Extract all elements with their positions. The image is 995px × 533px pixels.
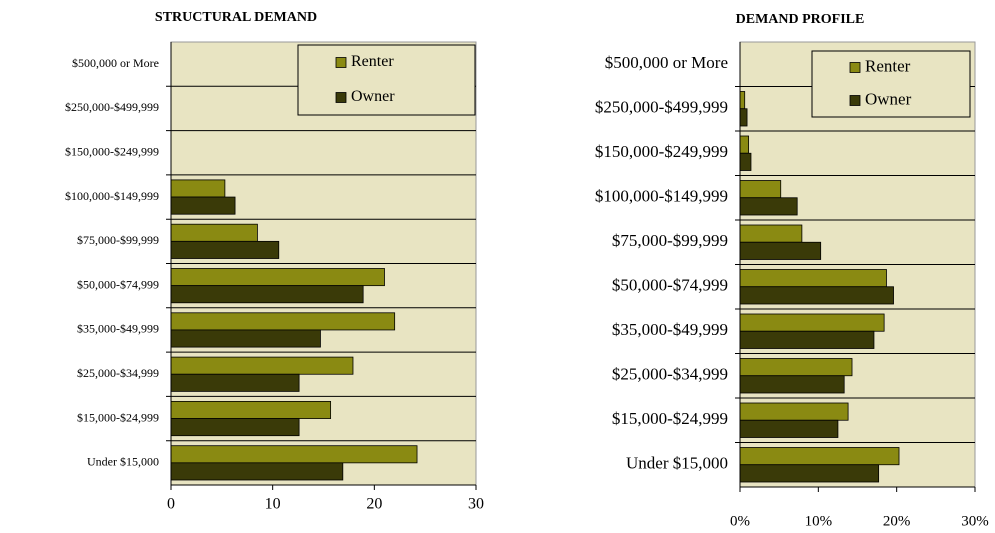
category-label: Under $15,000 xyxy=(87,455,159,469)
bar xyxy=(739,402,849,421)
category-label: $500,000 or More xyxy=(605,53,728,72)
category-label: $75,000-$99,999 xyxy=(612,231,728,250)
bar xyxy=(170,285,364,304)
x-tick-label: 0% xyxy=(730,513,750,529)
category-label: $150,000-$249,999 xyxy=(595,142,728,161)
category-label: $15,000-$24,999 xyxy=(612,409,728,428)
bar xyxy=(170,356,354,375)
legend xyxy=(811,50,971,118)
category-label: $250,000-$499,999 xyxy=(595,98,728,117)
x-tick-label: 20 xyxy=(366,496,382,513)
bar xyxy=(170,418,300,437)
chart-title: DEMAND PROFILE xyxy=(736,12,865,27)
category-label: $100,000-$149,999 xyxy=(65,189,159,203)
x-tick-label: 10% xyxy=(805,513,833,529)
bar xyxy=(739,330,875,349)
bar xyxy=(170,462,344,481)
legend-label: Renter xyxy=(865,56,911,75)
bar xyxy=(739,152,752,171)
category-label: $100,000-$149,999 xyxy=(595,187,728,206)
legend-swatch xyxy=(335,92,347,103)
bar xyxy=(170,445,418,464)
bar xyxy=(170,240,280,259)
category-label: $250,000-$499,999 xyxy=(65,100,159,114)
bar xyxy=(739,464,880,483)
category-label: $75,000-$99,999 xyxy=(77,233,159,247)
bar xyxy=(739,269,887,288)
bar xyxy=(739,224,803,243)
chart-title: STRUCTURAL DEMAND xyxy=(155,10,317,25)
bar xyxy=(739,241,822,260)
legend-swatch xyxy=(849,95,861,106)
category-label: $15,000-$24,999 xyxy=(77,410,159,424)
bar xyxy=(170,179,226,198)
x-tick-label: 10 xyxy=(265,496,281,513)
bar xyxy=(170,400,332,419)
bar xyxy=(170,196,236,215)
bar xyxy=(739,91,746,110)
category-label: $25,000-$34,999 xyxy=(77,366,159,380)
legend-swatch xyxy=(335,57,347,68)
bar xyxy=(170,312,396,331)
category-label: $50,000-$74,999 xyxy=(612,276,728,295)
legend-swatch xyxy=(849,62,861,73)
category-label: $25,000-$34,999 xyxy=(612,365,728,384)
category-label: $50,000-$74,999 xyxy=(77,277,159,291)
bar xyxy=(739,197,798,216)
bar xyxy=(739,108,748,127)
bar xyxy=(170,373,300,392)
bar xyxy=(739,180,782,199)
legend-label: Owner xyxy=(351,88,395,105)
legend-label: Owner xyxy=(865,89,912,108)
bar xyxy=(739,375,845,394)
bar xyxy=(170,329,321,348)
category-label: $35,000-$49,999 xyxy=(612,320,728,339)
category-label: $150,000-$249,999 xyxy=(65,145,159,159)
x-tick-label: 0 xyxy=(167,496,175,513)
bar xyxy=(739,419,839,438)
x-tick-label: 20% xyxy=(883,513,911,529)
category-label: Under $15,000 xyxy=(626,454,728,473)
category-label: $500,000 or More xyxy=(72,56,159,70)
legend xyxy=(297,44,476,116)
x-tick-label: 30 xyxy=(468,496,484,513)
bar xyxy=(739,447,900,466)
bar xyxy=(739,358,853,377)
bar xyxy=(739,135,750,154)
bar xyxy=(170,268,385,287)
category-label: $35,000-$49,999 xyxy=(77,322,159,336)
x-tick-label: 30% xyxy=(961,513,989,529)
bar xyxy=(739,286,894,305)
bar xyxy=(170,223,258,242)
bar xyxy=(739,313,885,332)
legend-label: Renter xyxy=(351,53,394,70)
